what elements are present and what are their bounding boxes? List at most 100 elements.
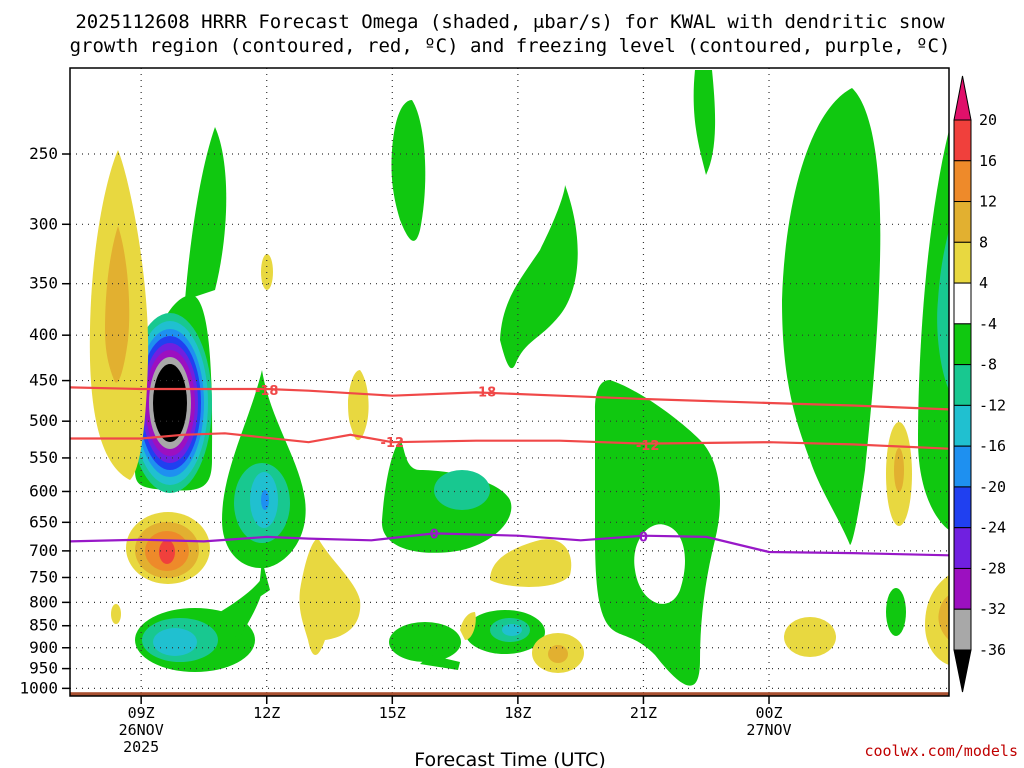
colorbar-bin--36--32 [953,608,972,651]
x-axis-title: Forecast Time (UTC) [414,749,605,768]
colorbar-bin--8--4 [953,323,972,366]
colorbar-bin-8-12 [953,201,972,243]
chart-title-line-2: growth region (contoured, red, ºC) and f… [70,35,951,57]
ascent-low-17z-core2 [502,624,522,636]
descent-13z-low [299,538,361,655]
colorbar-label--32: -32 [979,600,1006,618]
ascent-low-26z [886,588,906,636]
x-tick-date-09Z: 26NOV [119,721,164,739]
y-tick-label-300: 300 [29,214,58,233]
colorbar-label--16: -16 [979,437,1006,455]
colorbar-label-16: 16 [979,152,997,170]
y-axis: 250 300 350 400 450 500 550 600 650 700 750 800 850 9… [19,144,70,697]
contour-label--12-0: -12 [381,436,405,451]
descent-right-low [925,575,949,665]
colorbar-bin--12--8 [953,364,972,406]
colorbar-label-4: 4 [979,274,988,292]
y-tick-label-750: 750 [29,567,58,586]
contour-lines: -18 -18 -12 -12 0 0 [69,384,950,557]
y-tick-label-800: 800 [29,592,58,611]
descent-10z-low-b16 [159,540,175,564]
contour-line-0 [69,532,950,557]
y-tick-label-950: 950 [29,659,58,678]
descent-23z-low [784,617,836,657]
colorbar-label--20: -20 [979,478,1006,496]
colorbar-label--28: -28 [979,559,1006,577]
x-tick-label-18Z: 18Z [504,704,531,722]
colorbar-bin--32--28 [953,567,972,610]
x-tick-label-12Z: 12Z [253,704,280,722]
y-tick-label-550: 550 [29,448,58,467]
contour-label-0-0: 0 [430,527,439,542]
x-tick-label-15Z: 15Z [379,704,406,722]
colorbar-label-20: 20 [979,111,997,129]
ascent-low-15z [389,622,461,662]
colorbar-bin--24--20 [953,486,972,529]
plot-border [69,67,950,697]
y-tick-label-700: 700 [29,541,58,560]
descent-14z-mid [348,370,369,441]
ascent-15z-upper [391,100,426,241]
ground-terrain [70,692,949,696]
descent-16z-low [460,612,476,640]
x-tick-label-09Z: 09Z [128,704,155,722]
contour-line--18 [69,386,950,411]
y-tick-label-450: 450 [29,371,58,390]
y-tick-label-400: 400 [29,325,58,344]
descent-09z-tiny [111,604,121,624]
colorbar-bin--16--12 [953,404,972,447]
colorbar-bin-4-8 [953,241,972,284]
colorbar-label--36: -36 [979,641,1006,659]
colorbar-bin--20--16 [953,445,972,488]
calm-hole-20z [634,524,685,604]
omega-bin-m36 [153,364,187,442]
y-tick-label-650: 650 [29,512,58,531]
chart-title-line-1: 2025112608 HRRR Forecast Omega (shaded, … [75,11,945,33]
contour-label--12-1: -12 [636,439,660,454]
y-tick-label-600: 600 [29,481,58,500]
colorbar-label--8: -8 [979,356,997,374]
y-tick-label-500: 500 [29,411,58,430]
ascent-17z-upper [500,185,578,369]
contour-label-0-1: 0 [639,530,648,545]
x-tick-label-21Z: 21Z [630,704,657,722]
descent-25z-mid-core [894,448,904,492]
colorbar-label-12: 12 [979,193,997,211]
colorbar-label--4: -4 [979,315,997,333]
omega-shading [89,70,949,686]
descent-right-low-core [938,595,949,640]
ascent-12z-core3 [261,490,269,510]
colorbar-bin-12-16 [953,160,972,203]
y-tick-label-850: 850 [29,616,58,635]
descent-09z-inner [105,226,130,383]
contour-line--12 [70,432,950,450]
y-tick-label-250: 250 [29,144,58,163]
ascent-24z-column [782,88,881,545]
ascent-low-10z-tail [220,578,264,640]
contour-label--18-0: -18 [255,384,279,399]
ascent-21z-spike [693,70,716,175]
colorbar-bin-16-20 [953,119,972,162]
ascent-low-10z-core2 [153,628,197,656]
colorbar-top-triangle [953,75,972,121]
descent-18z-low-core [548,645,568,663]
ascent-right-edge [918,130,949,530]
ascent-main-upper [185,127,227,300]
y-tick-label-350: 350 [29,274,58,293]
colorbar-bin--28--24 [953,527,972,569]
colorbar-bin--4-4 [953,282,972,325]
x-tick-label-00Z: 00Z [755,704,782,722]
ascent-15z-mid-core [434,470,490,510]
colorbar-label-8: 8 [979,233,988,251]
y-tick-label-1000: 1000 [19,678,58,697]
colorbar-label--24: -24 [979,519,1006,537]
watermark: coolwx.com/models [864,742,1018,760]
ascent-12z-stem [258,560,270,598]
x-tick-date-00Z: 27NOV [746,721,791,739]
contour-label--18-1: -18 [473,386,497,401]
colorbar-label--12: -12 [979,396,1006,414]
grid-lines [70,68,949,696]
x-tick-year-09Z: 2025 [123,738,159,756]
